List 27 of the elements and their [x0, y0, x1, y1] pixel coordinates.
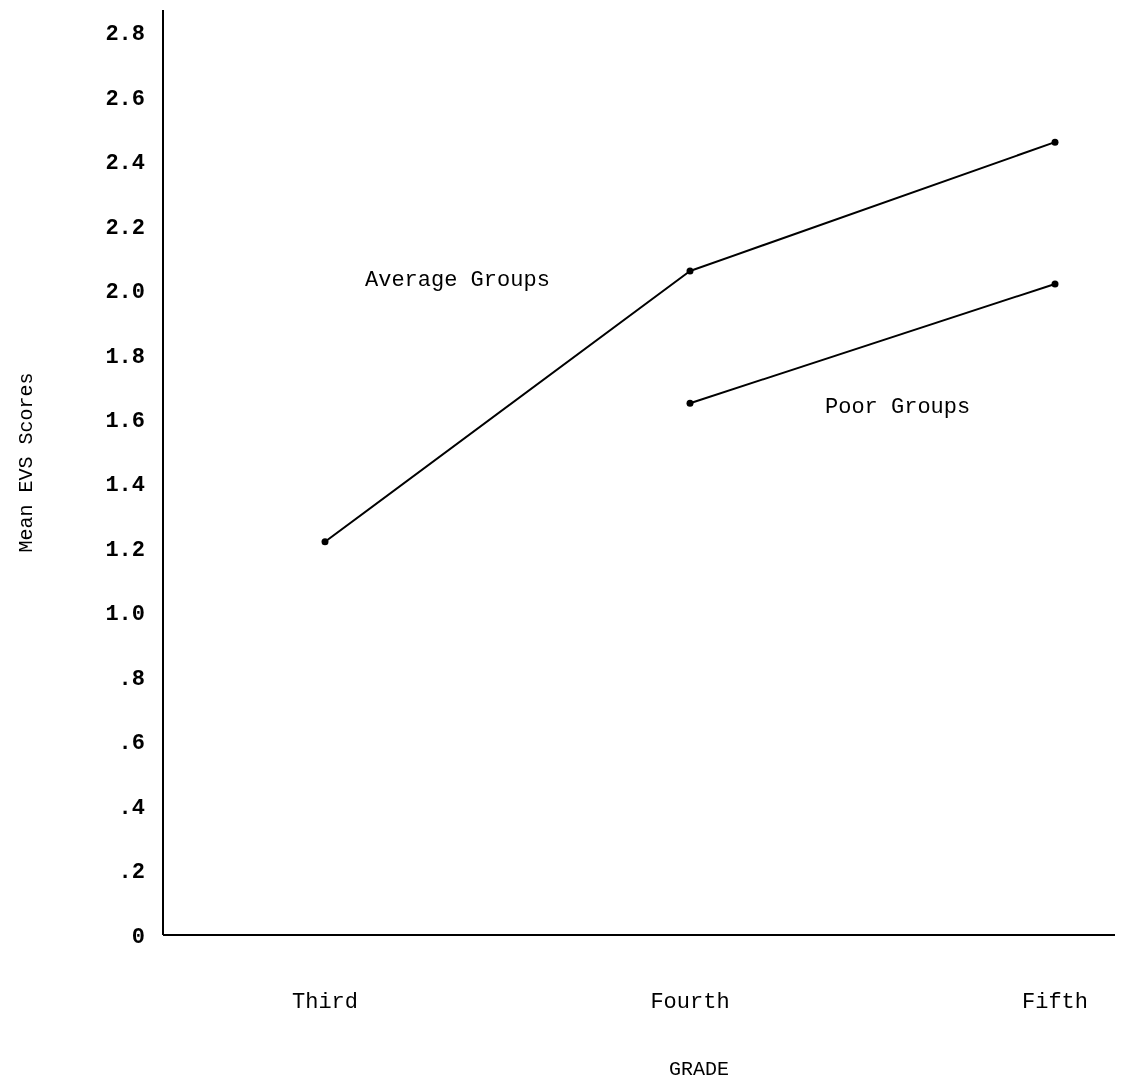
x-tick-label: Fourth [650, 990, 730, 1015]
series-label: Poor Groups [825, 395, 971, 421]
y-tick-label: 2.0 [105, 280, 145, 306]
y-tick-label: .2 [118, 860, 145, 886]
x-tick-label: Third [291, 990, 359, 1015]
y-tick-label: .6 [118, 731, 145, 757]
text: Average Groups [365, 268, 550, 294]
x-tick-label: Fifth [1021, 990, 1089, 1015]
y-axis-title: Mean EVS Scores [15, 372, 38, 553]
y-tick-label: 2.4 [105, 151, 145, 177]
point [1051, 280, 1059, 288]
point [1051, 138, 1059, 146]
y-tick-label: 1.8 [105, 344, 145, 370]
y-tick-label: .4 [118, 795, 145, 821]
y-tick-label: 1.6 [105, 409, 145, 435]
point [686, 399, 694, 407]
y-tick-label: 0 [131, 924, 145, 950]
y-tick-label: .8 [118, 666, 145, 692]
point [686, 267, 694, 275]
y-tick-label: 2.2 [105, 215, 145, 241]
y-tick-label: 2.6 [105, 86, 145, 112]
x-axis-title: GRADE [668, 1058, 730, 1080]
point [321, 538, 329, 546]
y-tick-label: 2.8 [105, 22, 145, 48]
y-tick-label: 1.2 [105, 537, 145, 563]
y-tick-label: 1.4 [105, 473, 145, 499]
y-tick-label: 1.0 [105, 602, 145, 628]
